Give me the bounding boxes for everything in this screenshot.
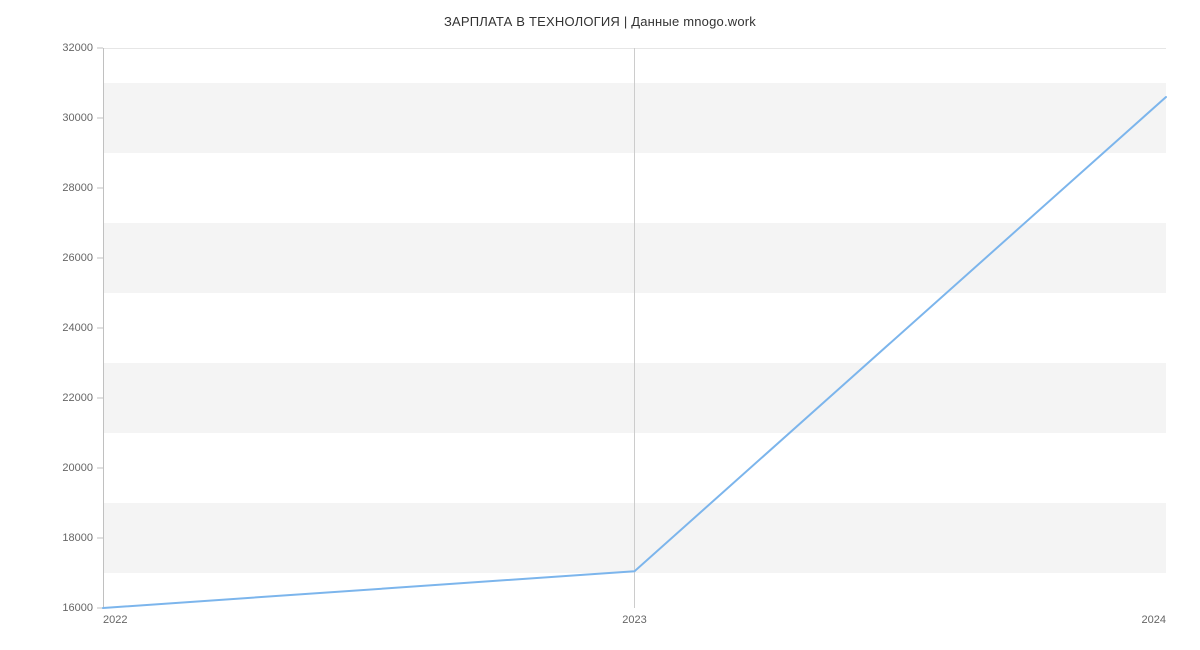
plot-area: [103, 48, 1166, 608]
y-tick-label: 20000: [47, 462, 93, 474]
y-tick-label: 30000: [47, 112, 93, 124]
y-tick-label: 24000: [47, 322, 93, 334]
chart-title: ЗАРПЛАТА В ТЕХНОЛОГИЯ | Данные mnogo.wor…: [0, 14, 1200, 29]
x-tick-label: 2024: [1142, 614, 1166, 626]
y-tick-label: 18000: [47, 532, 93, 544]
y-tick-label: 28000: [47, 182, 93, 194]
x-tick-label: 2023: [622, 614, 646, 626]
x-tick-label: 2022: [103, 614, 127, 626]
plot-svg: [103, 48, 1166, 608]
y-tick-label: 22000: [47, 392, 93, 404]
salary-line-chart: ЗАРПЛАТА В ТЕХНОЛОГИЯ | Данные mnogo.wor…: [0, 0, 1200, 650]
y-tick-label: 16000: [47, 602, 93, 614]
y-tick-label: 26000: [47, 252, 93, 264]
y-tick-label: 32000: [47, 42, 93, 54]
